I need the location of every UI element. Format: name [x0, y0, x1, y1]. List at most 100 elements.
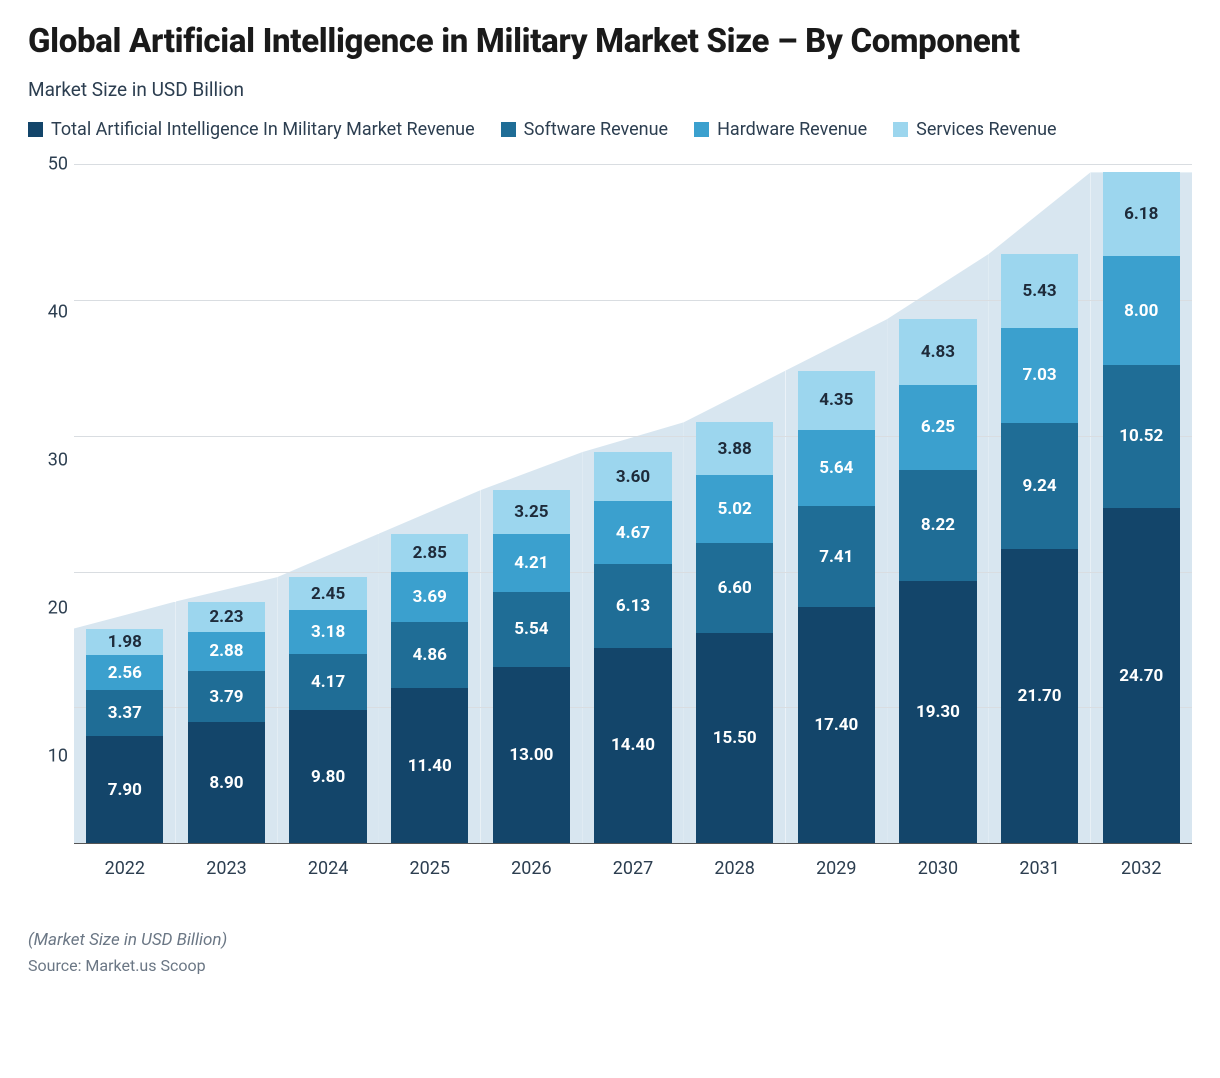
y-tick-label: 40: [28, 302, 68, 323]
footnote: (Market Size in USD Billion): [28, 930, 1192, 950]
legend-label: Hardware Revenue: [717, 119, 867, 140]
bar-segment: 19.30: [899, 581, 976, 843]
bar-segment: 4.17: [289, 654, 366, 711]
bar-segment: 4.67: [594, 501, 671, 564]
bar-segment: 2.56: [86, 655, 163, 690]
bar-segment: 8.00: [1103, 256, 1180, 365]
x-tick-label: 2031: [1019, 858, 1059, 879]
bar-segment: 5.43: [1001, 254, 1078, 328]
legend: Total Artificial Intelligence In Militar…: [28, 119, 1192, 140]
bar-segment: 15.50: [696, 633, 773, 843]
source: Source: Market.us Scoop: [28, 956, 1192, 975]
bar-slot: 7.903.372.561.982022: [74, 164, 176, 843]
bar-segment: 7.03: [1001, 328, 1078, 423]
y-tick-label: 50: [28, 154, 68, 175]
bar-segment: 6.18: [1103, 172, 1180, 256]
bar-segment: 7.90: [86, 736, 163, 843]
chart-title: Global Artificial Intelligence in Milita…: [28, 22, 1192, 62]
bar-segment: 11.40: [391, 688, 468, 843]
bar-segment: 2.85: [391, 534, 468, 573]
bar-segment: 13.00: [493, 667, 570, 844]
stacked-bar: 8.903.792.882.23: [188, 602, 265, 844]
bar-segment: 2.23: [188, 602, 265, 632]
chart-container: Global Artificial Intelligence in Milita…: [0, 0, 1220, 1078]
legend-label: Total Artificial Intelligence In Militar…: [51, 119, 475, 140]
bar-segment: 3.25: [493, 490, 570, 534]
bar-slot: 17.407.415.644.352029: [785, 164, 887, 843]
bar-segment: 9.24: [1001, 423, 1078, 548]
chart-subtitle: Market Size in USD Billion: [28, 78, 1192, 101]
bar-segment: 6.25: [899, 385, 976, 470]
stacked-bar: 7.903.372.561.98: [86, 629, 163, 844]
legend-label: Services Revenue: [916, 119, 1056, 140]
legend-swatch: [28, 122, 43, 137]
stacked-bar: 17.407.415.644.35: [798, 371, 875, 844]
stacked-bar: 19.308.226.254.83: [899, 319, 976, 843]
bar-segment: 5.02: [696, 475, 773, 543]
bar-segment: 6.60: [696, 543, 773, 633]
bar-segment: 4.83: [899, 319, 976, 385]
bar-segment: 8.90: [188, 722, 265, 843]
x-tick-label: 2023: [206, 858, 246, 879]
y-tick-label: 30: [28, 450, 68, 471]
stacked-bar: 14.406.134.673.60: [594, 452, 671, 843]
bar-segment: 6.13: [594, 564, 671, 647]
bar-segment: 4.86: [391, 622, 468, 688]
bar-segment: 5.54: [493, 592, 570, 667]
legend-item: Hardware Revenue: [694, 119, 867, 140]
bar-segment: 2.88: [188, 632, 265, 671]
legend-swatch: [501, 122, 516, 137]
x-tick-label: 2022: [105, 858, 145, 879]
bar-slot: 13.005.544.213.252026: [481, 164, 583, 843]
plot: 7.903.372.561.9820228.903.792.882.232023…: [74, 164, 1192, 844]
bar-segment: 3.37: [86, 690, 163, 736]
stacked-bar: 9.804.173.182.45: [289, 577, 366, 843]
bar-segment: 8.22: [899, 470, 976, 582]
x-tick-label: 2032: [1121, 858, 1161, 879]
stacked-bar: 21.709.247.035.43: [1001, 254, 1078, 843]
y-tick-label: 10: [28, 746, 68, 767]
bar-segment: 3.18: [289, 610, 366, 653]
bars: 7.903.372.561.9820228.903.792.882.232023…: [74, 164, 1192, 843]
bar-slot: 14.406.134.673.602027: [582, 164, 684, 843]
bar-segment: 21.70: [1001, 549, 1078, 844]
stacked-bar: 13.005.544.213.25: [493, 490, 570, 843]
legend-item: Total Artificial Intelligence In Militar…: [28, 119, 475, 140]
bar-segment: 7.41: [798, 506, 875, 607]
x-tick-label: 2028: [714, 858, 754, 879]
x-tick-label: 2026: [511, 858, 551, 879]
legend-swatch: [694, 122, 709, 137]
bar-slot: 21.709.247.035.432031: [989, 164, 1091, 843]
bar-segment: 3.69: [391, 572, 468, 622]
bar-segment: 17.40: [798, 607, 875, 843]
legend-label: Software Revenue: [524, 119, 668, 140]
bar-segment: 5.64: [798, 430, 875, 507]
grid-line: [74, 164, 1192, 165]
x-tick-label: 2024: [308, 858, 348, 879]
bar-slot: 8.903.792.882.232023: [176, 164, 278, 843]
stacked-bar: 15.506.605.023.88: [696, 422, 773, 843]
bar-segment: 2.45: [289, 577, 366, 610]
bar-segment: 3.88: [696, 422, 773, 475]
bar-segment: 14.40: [594, 648, 671, 844]
y-tick-label: 20: [28, 598, 68, 619]
bar-segment: 1.98: [86, 629, 163, 656]
x-tick-label: 2030: [918, 858, 958, 879]
bar-slot: 24.7010.528.006.182032: [1090, 164, 1192, 843]
bar-segment: 3.60: [594, 452, 671, 501]
stacked-bar: 24.7010.528.006.18: [1103, 172, 1180, 843]
bar-segment: 24.70: [1103, 508, 1180, 843]
bar-segment: 3.79: [188, 671, 265, 722]
x-tick-label: 2025: [410, 858, 450, 879]
legend-swatch: [893, 122, 908, 137]
bar-slot: 9.804.173.182.452024: [277, 164, 379, 843]
stacked-bar: 11.404.863.692.85: [391, 534, 468, 844]
legend-item: Services Revenue: [893, 119, 1056, 140]
chart-area: 7.903.372.561.9820228.903.792.882.232023…: [28, 164, 1192, 904]
x-tick-label: 2027: [613, 858, 653, 879]
bar-segment: 9.80: [289, 710, 366, 843]
bar-slot: 19.308.226.254.832030: [887, 164, 989, 843]
bar-slot: 11.404.863.692.852025: [379, 164, 481, 843]
bar-segment: 10.52: [1103, 365, 1180, 508]
bar-segment: 4.21: [493, 534, 570, 591]
